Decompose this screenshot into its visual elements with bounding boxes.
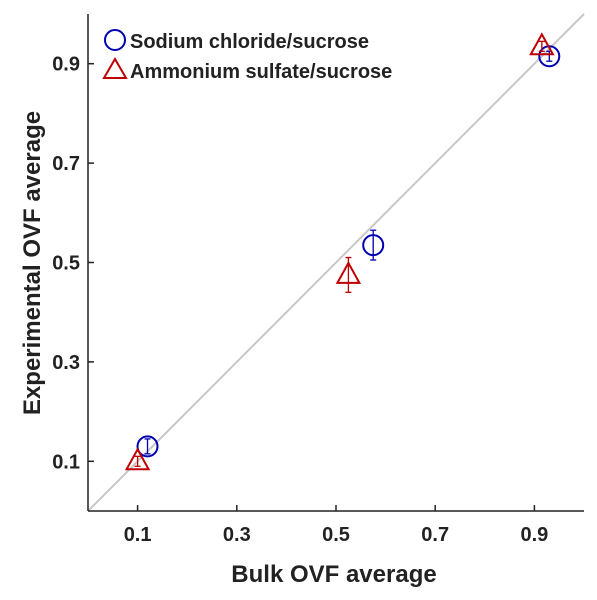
series-2 [124, 32, 555, 471]
x-tick-label: 0.5 [322, 524, 350, 546]
data-point-circle-2 [362, 234, 385, 257]
x-tick-label: 0.1 [124, 524, 152, 546]
data-point-triangle-2 [335, 260, 362, 284]
legend-item-ammonium-sulfate: Ammonium sulfate/sucrose [102, 57, 392, 83]
y-tick-label: 0.1 [52, 451, 80, 473]
legend-triangle-marker-icon [102, 57, 128, 79]
y-axis-title: Experimental OVF average [19, 111, 46, 415]
legend-label-sodium-chloride: Sodium chloride/sucrose [130, 31, 369, 53]
x-axis-title: Bulk OVF average [231, 561, 436, 588]
y-tick-label: 0.5 [52, 253, 80, 275]
axes: 0.1 0.3 0.5 0.7 0.9 0.1 0.3 0.5 0.7 0.9 [52, 14, 584, 546]
x-tick-label: 0.3 [223, 524, 251, 546]
data-point-triangle-3 [529, 32, 555, 56]
legend-label-ammonium-sulfate: Ammonium sulfate/sucrose [130, 61, 392, 83]
legend-item-sodium-chloride: Sodium chloride/sucrose [104, 29, 369, 53]
x-tick-label: 0.9 [520, 524, 548, 546]
reference-line [87, 13, 585, 512]
y-tick-label: 0.9 [52, 54, 80, 76]
legend: Sodium chloride/sucrose Ammonium sulfate… [102, 29, 392, 83]
y-tick-label: 0.7 [52, 153, 80, 175]
x-tick-label: 0.7 [421, 524, 449, 546]
y-tick-label: 0.3 [52, 352, 80, 374]
plot-area [87, 13, 585, 512]
legend-circle-marker-icon [104, 29, 126, 51]
data-point-triangle-1 [124, 447, 151, 471]
data-point-circle-1 [136, 435, 159, 458]
